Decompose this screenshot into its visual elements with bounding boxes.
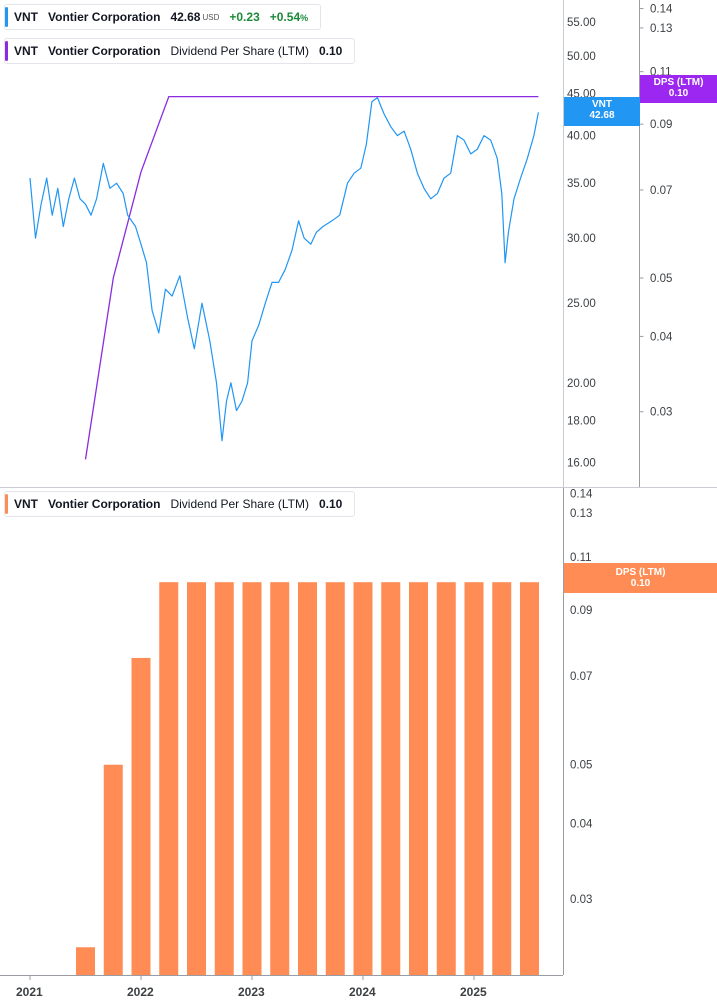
dividend-bar xyxy=(520,582,539,975)
bottom-axis-tick-label: 0.13 xyxy=(570,508,592,520)
price-legend-company: Vontier Corporation xyxy=(48,10,161,24)
price-axis-tick-label: 50.00 xyxy=(567,51,596,63)
dps-bottom-tag: DPS (LTM) 0.10 xyxy=(564,563,717,593)
price-legend-value: 42.68 xyxy=(170,10,201,24)
price-axis-tick-label: 55.00 xyxy=(567,17,596,29)
bottom-axis-tick-label: 0.05 xyxy=(570,760,592,772)
x-axis-year-label: 2025 xyxy=(460,985,487,999)
dps-top-legend-swatch xyxy=(5,41,8,61)
dps-bottom-legend-value: 0.10 xyxy=(318,497,343,511)
dps-bottom-tag-value: 0.10 xyxy=(630,578,651,589)
dividend-bar xyxy=(242,582,262,975)
dps-top-axis-tick-label: 0.07 xyxy=(650,185,672,197)
price-axis-tick-label: 18.00 xyxy=(567,415,596,427)
price-axis-tick-label: 30.00 xyxy=(567,233,596,245)
price-axis-tick-label: 16.00 xyxy=(567,457,596,469)
bottom-axis-tick-label: 0.07 xyxy=(570,671,592,683)
price-legend-currency: USD xyxy=(202,12,220,22)
dps-top-legend-value: 0.10 xyxy=(318,44,343,58)
dps-top-legend-ticker: VNT xyxy=(14,44,38,58)
bottom-axis-tick-label: 0.03 xyxy=(570,894,592,906)
dps-top-axis-tick-label: 0.13 xyxy=(650,23,672,35)
dps-top-tag-value: 0.10 xyxy=(668,88,689,99)
dps-top-axis-tick-label: 0.03 xyxy=(650,407,672,419)
dividend-bar xyxy=(325,582,345,975)
bottom-axis-tick-label: 0.09 xyxy=(570,605,592,617)
price-legend-change-pct: +0.54% xyxy=(270,10,308,24)
x-axis-year-label: 2023 xyxy=(238,985,265,999)
dps-bottom-legend-company: Vontier Corporation xyxy=(48,497,161,511)
price-tag-ticker: VNT xyxy=(592,99,612,110)
price-legend-change-pct-value: +0.54 xyxy=(269,10,301,24)
dps-bottom-legend[interactable]: VNT Vontier Corporation Dividend Per Sha… xyxy=(4,491,356,517)
dps-top-axis-tick-label: 0.14 xyxy=(650,4,673,16)
dps-series-line xyxy=(84,95,539,460)
dps-bottom-legend-ticker: VNT xyxy=(14,497,38,511)
dividend-bar xyxy=(187,582,206,975)
price-legend-ticker: VNT xyxy=(14,10,38,24)
price-axis-tick-label: 20.00 xyxy=(567,378,596,390)
dividend-bar xyxy=(131,657,151,975)
price-legend[interactable]: VNT Vontier Corporation 42.68 USD +0.23 … xyxy=(4,4,322,30)
dividend-bar xyxy=(464,582,484,975)
dividend-bar xyxy=(298,582,317,975)
price-axis-tick-label: 35.00 xyxy=(567,178,596,190)
dps-top-tag: DPS (LTM) 0.10 xyxy=(640,75,717,103)
dps-top-tag-label: DPS (LTM) xyxy=(653,77,704,88)
bottom-axis-tick-label: 0.11 xyxy=(570,552,592,564)
dividend-bar xyxy=(436,582,456,975)
dps-top-axis-tick-label: 0.05 xyxy=(650,273,672,285)
dps-top-legend-company: Vontier Corporation xyxy=(48,44,161,58)
bottom-axis-tick-label: 0.14 xyxy=(570,489,593,501)
dps-top-legend-metric: Dividend Per Share (LTM) xyxy=(170,44,309,58)
x-axis-year-label: 2024 xyxy=(349,985,376,999)
dividend-bar xyxy=(353,582,373,975)
price-axis-tick-label: 25.00 xyxy=(567,298,596,310)
dividend-bar xyxy=(103,764,123,975)
dps-bottom-legend-metric: Dividend Per Share (LTM) xyxy=(170,497,309,511)
dividend-bar xyxy=(409,582,428,975)
price-tag-value: 42.68 xyxy=(589,110,615,121)
dividend-bar xyxy=(214,582,234,975)
price-series-line xyxy=(29,97,539,442)
dps-bottom-tag-label: DPS (LTM) xyxy=(615,567,666,578)
dividend-bar xyxy=(159,582,179,975)
dps-top-axis-tick-label: 0.09 xyxy=(650,119,672,131)
price-tag: VNT 42.68 xyxy=(564,97,640,126)
dividend-bar xyxy=(270,582,290,975)
price-legend-change: +0.23 xyxy=(229,10,260,24)
dps-top-legend[interactable]: VNT Vontier Corporation Dividend Per Sha… xyxy=(4,38,356,64)
price-legend-swatch xyxy=(5,7,8,27)
dividend-bar xyxy=(492,582,512,975)
dividend-bar xyxy=(76,947,95,975)
bottom-axis-tick-label: 0.04 xyxy=(570,818,593,830)
price-axis-tick-label: 40.00 xyxy=(567,131,596,143)
dps-top-axis-tick-label: 0.04 xyxy=(650,331,673,343)
x-axis-year-label: 2021 xyxy=(16,985,43,999)
price-legend-pct-sign: % xyxy=(300,13,309,23)
x-axis-year-label: 2022 xyxy=(127,985,154,999)
dps-bottom-legend-swatch xyxy=(5,494,8,514)
dividend-bar xyxy=(381,582,401,975)
